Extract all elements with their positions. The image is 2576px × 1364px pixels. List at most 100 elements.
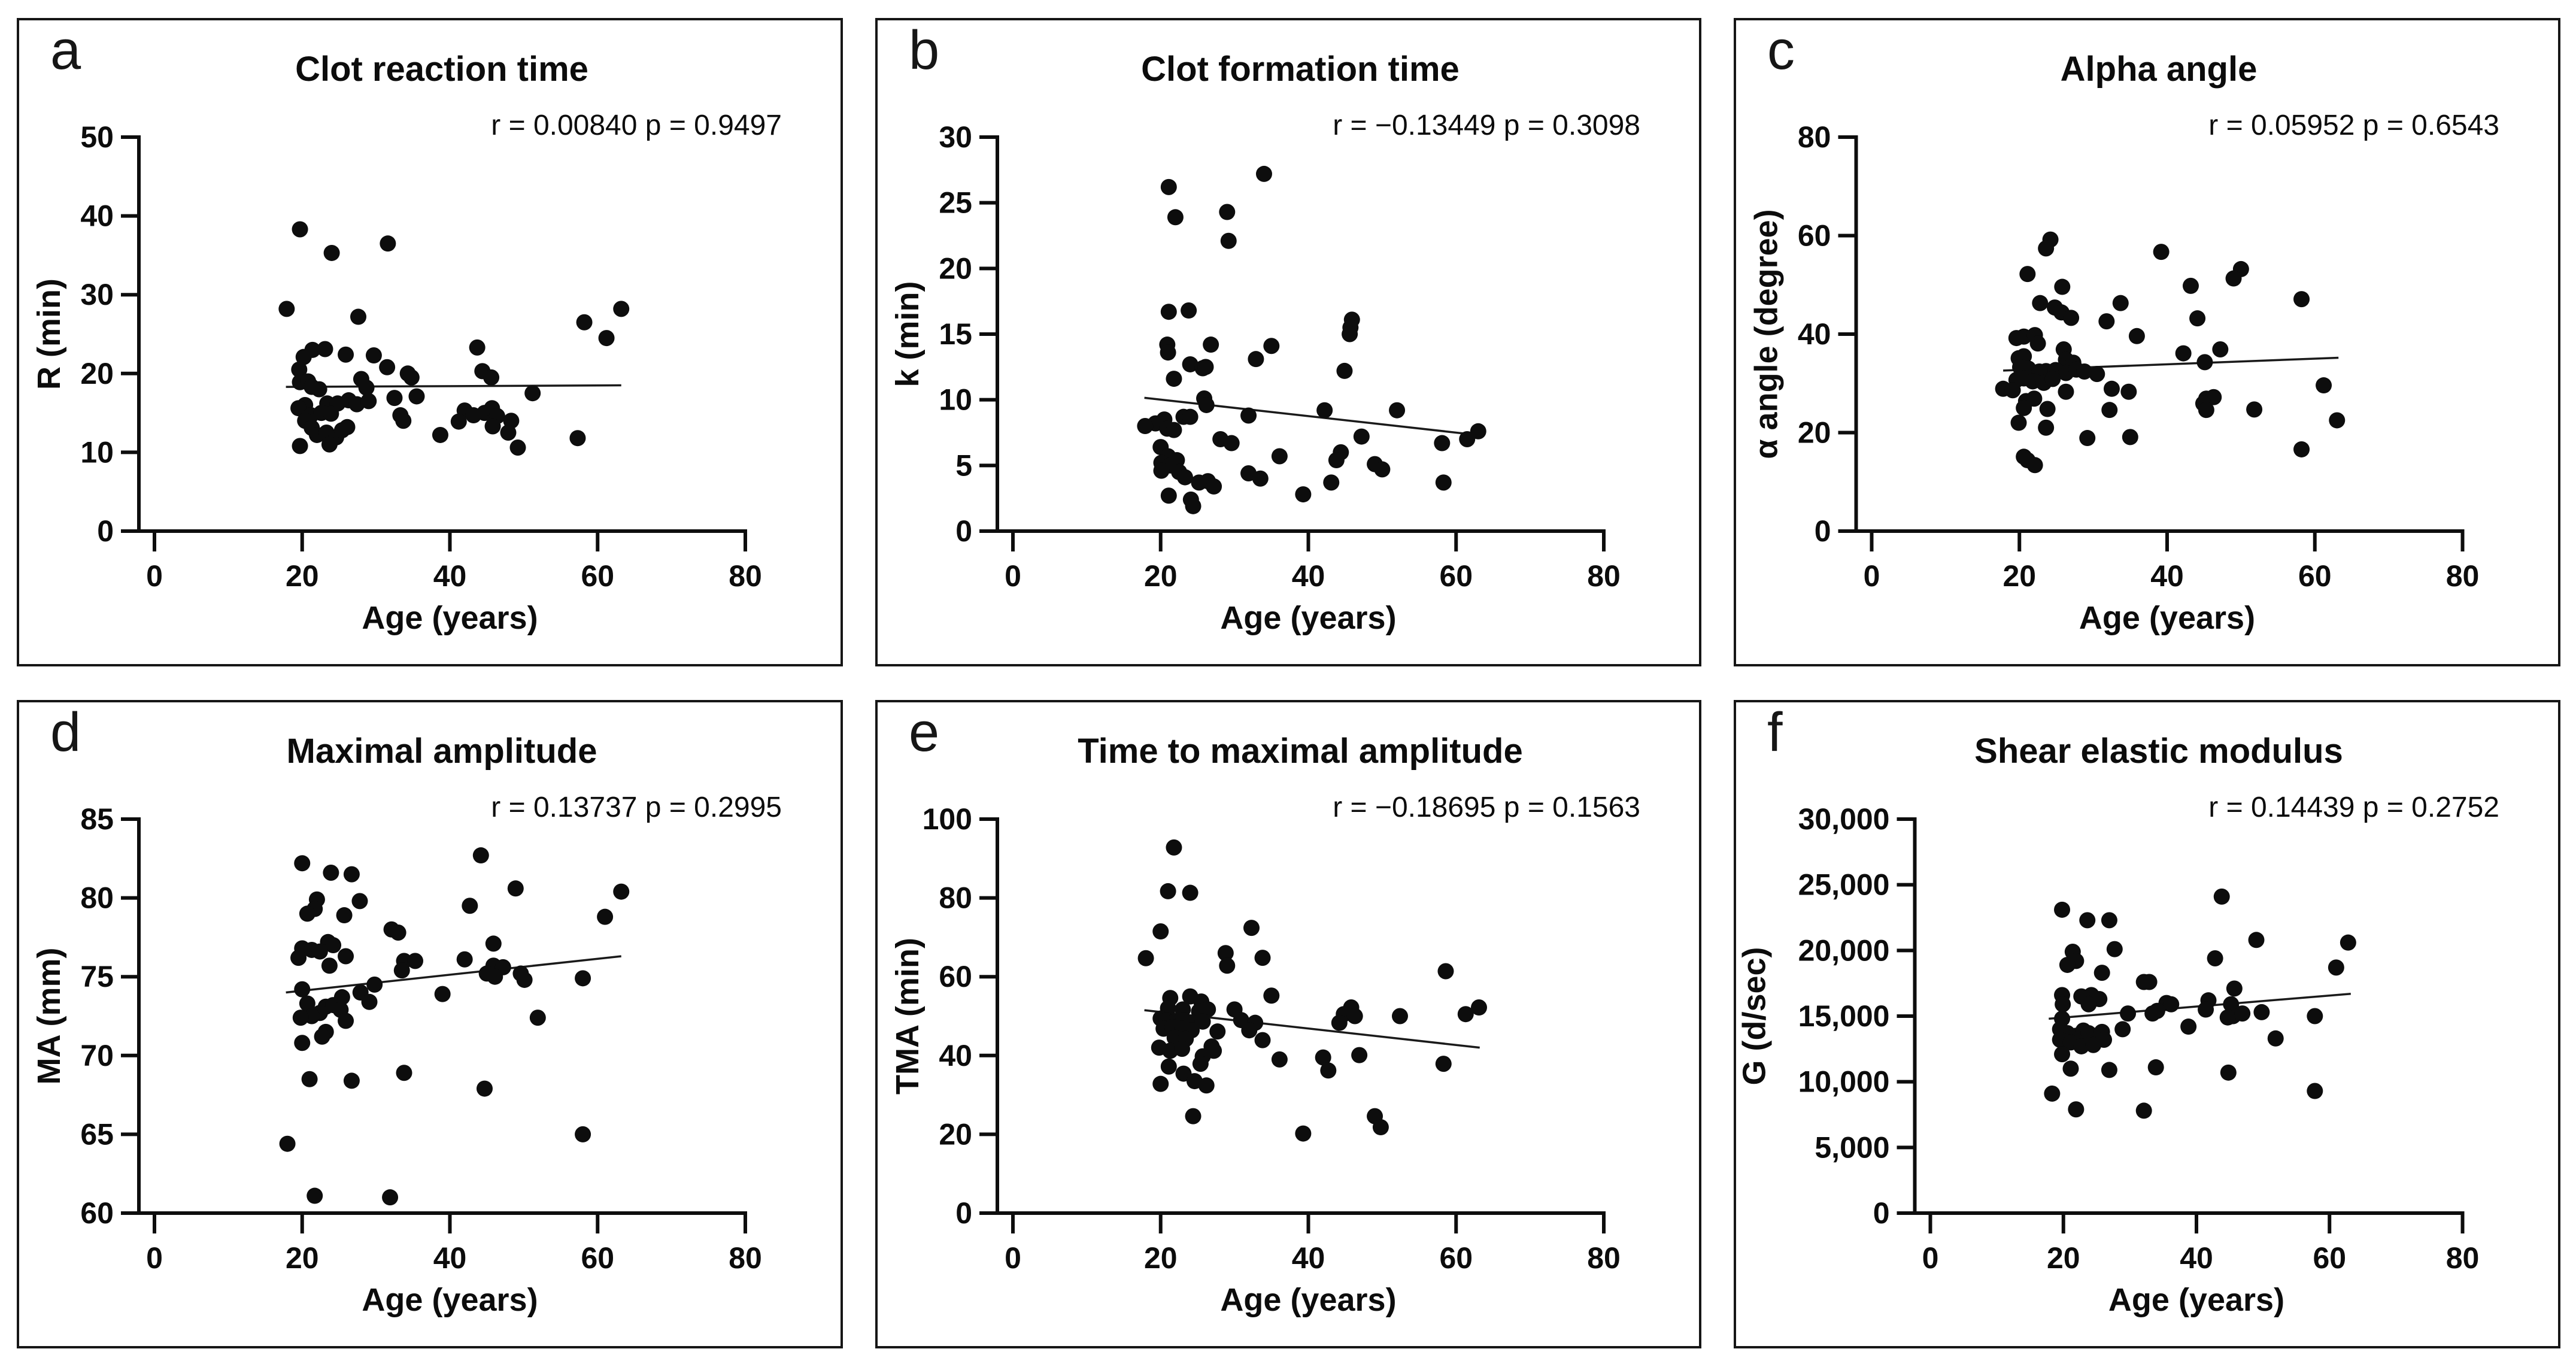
data-point bbox=[390, 925, 406, 941]
panel-letter-a: a bbox=[50, 20, 81, 81]
data-point bbox=[1192, 1056, 1209, 1072]
data-point bbox=[338, 948, 354, 965]
data-point bbox=[432, 426, 448, 443]
x-tick-label: 0 bbox=[1864, 559, 1880, 593]
data-point bbox=[613, 301, 630, 317]
data-point bbox=[2219, 1009, 2236, 1026]
data-point bbox=[1263, 987, 1280, 1004]
data-point bbox=[2039, 401, 2056, 417]
data-point bbox=[1209, 1023, 1226, 1040]
data-point bbox=[2144, 1005, 2161, 1022]
y-tick-label: 85 bbox=[80, 802, 114, 836]
data-point bbox=[1435, 474, 1452, 491]
y-tick-label: 5 bbox=[955, 448, 972, 482]
data-point bbox=[2316, 377, 2332, 394]
y-tick-label: 80 bbox=[80, 881, 114, 915]
panel-border bbox=[875, 18, 1701, 666]
data-point bbox=[2212, 341, 2229, 357]
data-point bbox=[1160, 883, 1176, 899]
data-point bbox=[321, 957, 338, 974]
data-point bbox=[323, 405, 339, 422]
data-point bbox=[1137, 418, 1154, 435]
y-tick-label: 30,000 bbox=[1798, 802, 1890, 836]
data-point bbox=[292, 221, 308, 238]
x-tick-label: 0 bbox=[146, 1241, 163, 1275]
x-tick-label: 0 bbox=[146, 559, 163, 593]
data-point bbox=[343, 866, 360, 883]
data-point bbox=[476, 1080, 493, 1097]
data-point bbox=[2101, 1062, 2117, 1078]
data-point bbox=[472, 847, 489, 864]
data-point bbox=[1198, 1077, 1215, 1094]
data-point bbox=[1323, 474, 1340, 491]
panel-time-to-maximal-amplitude: e Time to maximal amplitude r = −0.18695… bbox=[858, 682, 1717, 1364]
panel-title: Shear elastic modulus bbox=[1974, 732, 2343, 771]
panel-title: Clot reaction time bbox=[295, 50, 588, 89]
data-point bbox=[1342, 326, 1358, 342]
data-point bbox=[1176, 469, 1193, 486]
data-point bbox=[1197, 359, 1214, 375]
data-point bbox=[336, 907, 353, 924]
y-tick-label: 80 bbox=[1798, 120, 1831, 154]
data-point bbox=[1255, 165, 1272, 182]
data-point bbox=[407, 953, 424, 969]
data-point bbox=[484, 418, 501, 435]
data-point bbox=[2080, 996, 2097, 1013]
y-tick-label: 25 bbox=[939, 186, 972, 220]
data-point bbox=[311, 381, 327, 398]
panel-letter-b: b bbox=[909, 20, 940, 81]
data-point bbox=[2054, 278, 2071, 295]
data-point bbox=[294, 1035, 311, 1051]
data-point bbox=[314, 1028, 330, 1045]
data-point bbox=[2267, 1030, 2284, 1047]
data-point bbox=[1316, 402, 1333, 419]
data-point bbox=[403, 369, 420, 386]
data-point bbox=[2307, 1083, 2323, 1099]
data-point bbox=[2085, 1036, 2102, 1053]
data-point bbox=[2079, 430, 2096, 447]
panel-title: Maximal amplitude bbox=[286, 732, 597, 771]
y-tick-label: 40 bbox=[939, 1039, 972, 1072]
data-point bbox=[2055, 996, 2071, 1013]
y-tick-label: 15 bbox=[939, 317, 972, 351]
data-point bbox=[395, 413, 412, 429]
data-point bbox=[2054, 901, 2071, 918]
data-point bbox=[323, 864, 339, 881]
y-tick-label: 60 bbox=[939, 960, 972, 993]
data-point bbox=[2044, 1085, 2061, 1102]
data-point bbox=[2026, 457, 2043, 474]
data-point bbox=[516, 971, 533, 988]
y-tick-label: 20 bbox=[939, 1117, 972, 1151]
x-tick-label: 60 bbox=[2298, 559, 2332, 593]
data-point bbox=[569, 430, 586, 447]
x-tick-label: 80 bbox=[1587, 1241, 1621, 1275]
data-point bbox=[311, 943, 328, 960]
data-point bbox=[450, 413, 467, 430]
panel-maximal-amplitude: d Maximal amplitude r = 0.13737 p = 0.29… bbox=[0, 682, 858, 1364]
data-point bbox=[1153, 462, 1170, 479]
data-point bbox=[1374, 461, 1391, 478]
data-point bbox=[1182, 356, 1199, 372]
x-tick-label: 0 bbox=[1922, 1241, 1939, 1275]
y-axis-label: G (d/sec) bbox=[1737, 947, 1773, 1085]
data-point bbox=[462, 898, 478, 914]
data-point bbox=[2196, 354, 2213, 371]
y-tick-label: 70 bbox=[80, 1039, 114, 1072]
data-point bbox=[338, 346, 354, 363]
x-tick-label: 60 bbox=[1439, 1241, 1473, 1275]
y-tick-label: 10,000 bbox=[1798, 1065, 1890, 1099]
data-point bbox=[613, 883, 630, 900]
data-point bbox=[1271, 1051, 1288, 1068]
x-tick-label: 40 bbox=[2180, 1241, 2213, 1275]
x-tick-label: 60 bbox=[2313, 1241, 2346, 1275]
data-point bbox=[2163, 996, 2180, 1013]
data-point bbox=[1206, 478, 1222, 495]
data-point bbox=[2198, 1001, 2214, 1018]
data-point bbox=[323, 244, 340, 261]
data-point bbox=[2063, 310, 2080, 326]
data-point bbox=[386, 390, 403, 407]
data-point bbox=[2059, 956, 2076, 973]
data-point bbox=[2225, 270, 2242, 287]
data-point bbox=[2079, 912, 2096, 929]
correlation-stats: r = 0.14439 p = 0.2752 bbox=[2208, 792, 2499, 823]
